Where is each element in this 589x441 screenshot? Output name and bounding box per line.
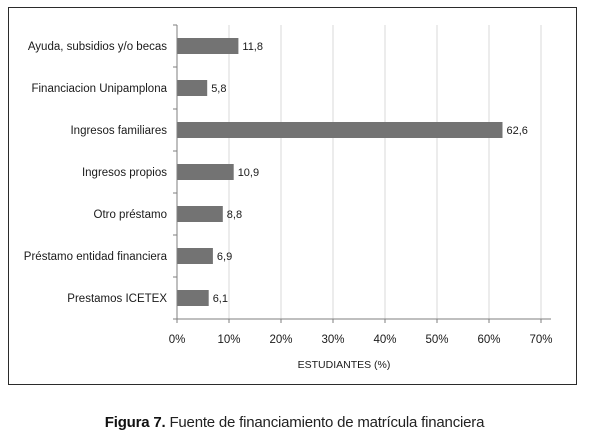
category-label: Préstamo entidad financiera: [24, 251, 168, 263]
bar: [177, 206, 223, 222]
grid-lines: [228, 25, 542, 319]
x-tick-label: 50%: [425, 334, 448, 346]
data-label: 10,9: [238, 167, 259, 179]
x-tick-label: 60%: [477, 334, 500, 346]
bars: [177, 38, 503, 306]
data-label: 6,9: [217, 251, 232, 263]
x-tick-label: 30%: [321, 334, 344, 346]
category-label: Ayuda, subsidios y/o becas: [28, 41, 167, 53]
bar: [177, 164, 234, 180]
x-tick-label: 0%: [169, 334, 186, 346]
category-label: Prestamos ICETEX: [67, 293, 167, 305]
bar: [177, 122, 503, 138]
bar: [177, 80, 208, 96]
data-label: 5,8: [211, 83, 226, 95]
labels: 11,8 Ayuda, subsidios y/o becas 5,8 Financi…: [24, 41, 553, 346]
bar: [177, 248, 213, 264]
figure-caption: Figura 7. Fuente de financiamiento de ma…: [0, 414, 589, 431]
x-tick-label: 70%: [529, 334, 552, 346]
data-label: 6,1: [213, 293, 228, 305]
data-label: 8,8: [227, 209, 242, 221]
data-label: 11,8: [242, 41, 263, 53]
x-tick-label: 10%: [217, 334, 240, 346]
axes: [173, 24, 551, 323]
figure-caption-text: Fuente de financiamiento de matrícula fi…: [169, 414, 485, 431]
category-label: Ingresos propios: [82, 167, 167, 179]
x-tick-label: 40%: [373, 334, 396, 346]
bar: [177, 290, 209, 306]
category-label: Ingresos familiares: [70, 125, 167, 137]
category-label: Otro préstamo: [94, 209, 168, 221]
chart-frame: 11,8 Ayuda, subsidios y/o becas 5,8 Financi…: [8, 7, 577, 385]
x-tick-label: 20%: [269, 334, 292, 346]
category-label: Financiacion Unipamplona: [31, 83, 167, 95]
data-label: 62,6: [507, 125, 528, 137]
bar: [177, 38, 239, 54]
x-axis-title: ESTUDIANTES (%): [298, 359, 391, 371]
figure-label: Figura 7.: [104, 414, 166, 431]
bar-chart: 11,8 Ayuda, subsidios y/o becas 5,8 Financi…: [24, 24, 553, 371]
